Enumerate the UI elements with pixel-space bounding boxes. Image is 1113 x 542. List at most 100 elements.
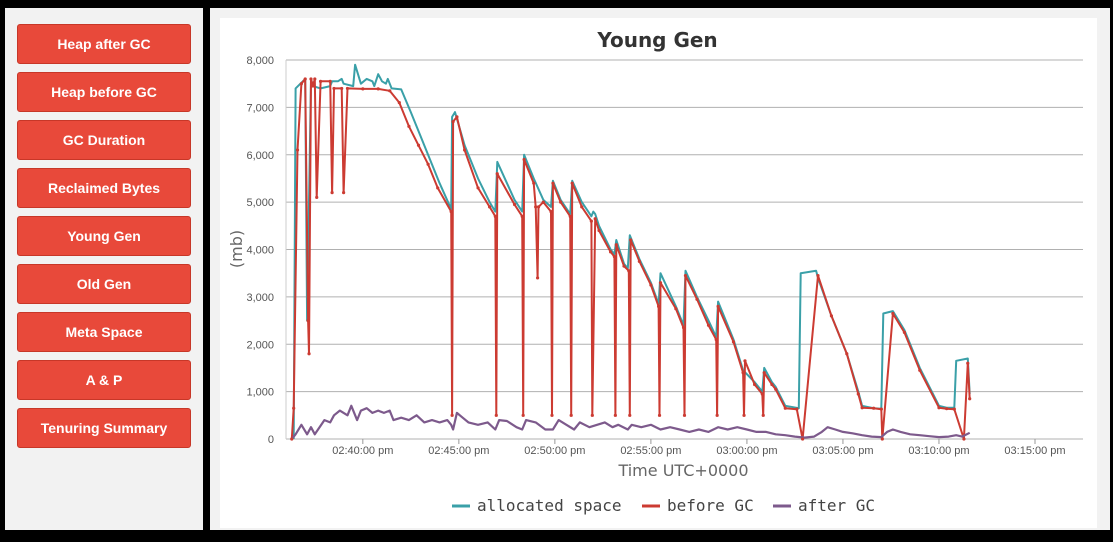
y-tick-label: 5,000 bbox=[246, 197, 274, 209]
before-gc-point bbox=[534, 205, 538, 209]
before-gc-point bbox=[311, 84, 315, 88]
before-gc-point bbox=[487, 205, 492, 209]
before-gc-point bbox=[715, 413, 719, 417]
before-gc-point bbox=[332, 86, 336, 91]
legend-label[interactable]: before GC bbox=[667, 496, 754, 515]
before-gc-point bbox=[795, 407, 799, 411]
sidebar-button-heap-after-gc[interactable]: Heap after GC bbox=[17, 24, 191, 64]
sidebar-button-young-gen[interactable]: Young Gen bbox=[17, 216, 191, 256]
sidebar-button-meta-space[interactable]: Meta Space bbox=[17, 312, 191, 352]
y-tick-label: 7,000 bbox=[246, 102, 274, 114]
before-gc-point bbox=[551, 181, 555, 185]
before-gc-point bbox=[608, 250, 613, 254]
before-gc-point bbox=[741, 371, 745, 375]
x-tick-label: 02:40:00 pm bbox=[332, 445, 393, 457]
before-gc-point bbox=[512, 202, 517, 207]
legend-label[interactable]: after GC bbox=[798, 496, 875, 515]
y-tick-label: 6,000 bbox=[246, 150, 274, 162]
before-gc-point bbox=[313, 77, 317, 81]
before-gc-point bbox=[856, 392, 860, 396]
sidebar-button-a-p[interactable]: A & P bbox=[17, 360, 191, 400]
before-gc-point bbox=[683, 273, 688, 278]
before-gc-point bbox=[649, 283, 653, 287]
before-gc-point bbox=[614, 243, 618, 247]
x-tick-label: 02:45:00 pm bbox=[428, 445, 489, 457]
before-gc-point bbox=[706, 323, 711, 327]
before-gc-point bbox=[532, 181, 536, 185]
before-gc-point bbox=[966, 361, 970, 365]
y-tick-label: 4,000 bbox=[246, 245, 274, 257]
before-gc-point bbox=[657, 413, 662, 417]
before-gc-point bbox=[783, 406, 787, 410]
series-after-gc-line bbox=[290, 404, 971, 440]
before-gc-point bbox=[342, 191, 346, 195]
before-gc-point bbox=[536, 205, 541, 209]
before-gc-point bbox=[760, 392, 764, 396]
before-gc-point bbox=[568, 214, 572, 218]
sidebar-button-old-gen[interactable]: Old Gen bbox=[17, 264, 191, 304]
sidebar-button-tenuring-summary[interactable]: Tenuring Summary bbox=[17, 408, 191, 448]
series-before-gc-points bbox=[290, 77, 972, 441]
before-gc-point bbox=[590, 413, 594, 417]
before-gc-point bbox=[968, 397, 972, 401]
young-gen-chart: 0 1,000 2,000 3,000 4,000 5,000 6,000 7,000 8,00… bbox=[227, 28, 1083, 515]
before-gc-point bbox=[451, 119, 455, 124]
before-gc-point bbox=[416, 143, 421, 147]
before-gc-point bbox=[656, 304, 661, 308]
sidebar-button-gc-duration[interactable]: GC Duration bbox=[17, 120, 191, 160]
before-gc-point bbox=[570, 181, 574, 185]
before-gc-point bbox=[436, 186, 440, 190]
before-gc-point bbox=[593, 217, 597, 221]
before-gc-point bbox=[307, 352, 311, 356]
x-tick-label: 03:15:00 pm bbox=[1004, 445, 1065, 457]
y-tick-label: 3,000 bbox=[246, 292, 274, 304]
before-gc-point bbox=[494, 413, 498, 417]
before-gc-point bbox=[463, 148, 467, 152]
before-gc-point bbox=[520, 214, 524, 218]
before-gc-point bbox=[407, 124, 411, 128]
before-gc-point bbox=[937, 406, 941, 410]
x-tick-label: 02:50:00 pm bbox=[524, 445, 585, 457]
before-gc-point bbox=[770, 382, 774, 387]
before-gc-point bbox=[801, 437, 805, 441]
before-gc-point bbox=[962, 437, 966, 441]
before-gc-point bbox=[682, 413, 687, 417]
before-gc-point bbox=[695, 297, 699, 301]
sidebar-button-heap-before-gc[interactable]: Heap before GC bbox=[17, 72, 191, 112]
before-gc-point bbox=[376, 87, 380, 91]
before-gc-point bbox=[559, 200, 563, 204]
y-tick-label: 0 bbox=[268, 434, 274, 446]
before-gc-point bbox=[550, 413, 554, 417]
before-gc-point bbox=[295, 148, 300, 152]
before-gc-point bbox=[628, 413, 632, 417]
before-gc-point bbox=[541, 200, 545, 204]
before-gc-point bbox=[303, 77, 307, 81]
before-gc-point bbox=[714, 337, 718, 342]
main-panel: 0 1,000 2,000 3,000 4,000 5,000 6,000 7,000 8,00… bbox=[210, 8, 1110, 530]
before-gc-point bbox=[918, 368, 922, 372]
before-gc-point bbox=[290, 437, 294, 441]
before-gc-point bbox=[569, 413, 573, 417]
before-gc-point bbox=[328, 79, 332, 83]
before-gc-point bbox=[860, 406, 864, 410]
before-gc-point bbox=[535, 276, 540, 280]
before-gc-point bbox=[845, 352, 849, 356]
before-gc-point bbox=[637, 259, 641, 263]
chart-panel: 0 1,000 2,000 3,000 4,000 5,000 6,000 7,000 8,00… bbox=[220, 18, 1097, 528]
sidebar-button-reclaimed-bytes[interactable]: Reclaimed Bytes bbox=[17, 168, 191, 208]
x-tick-label: 03:10:00 pm bbox=[908, 445, 969, 457]
y-axis-label: (mb) bbox=[227, 230, 246, 268]
before-gc-point bbox=[629, 238, 633, 242]
before-gc-point bbox=[549, 210, 553, 214]
before-gc-point bbox=[455, 115, 459, 119]
before-gc-point bbox=[449, 210, 453, 214]
before-gc-point bbox=[397, 101, 401, 105]
before-gc-point bbox=[762, 371, 766, 375]
before-gc-point bbox=[872, 406, 876, 410]
before-gc-point bbox=[292, 406, 296, 410]
before-gc-point bbox=[330, 191, 334, 195]
before-gc-point bbox=[597, 228, 601, 233]
before-gc-point bbox=[880, 437, 884, 441]
before-gc-point bbox=[945, 407, 949, 411]
legend-label[interactable]: allocated space bbox=[477, 496, 622, 515]
